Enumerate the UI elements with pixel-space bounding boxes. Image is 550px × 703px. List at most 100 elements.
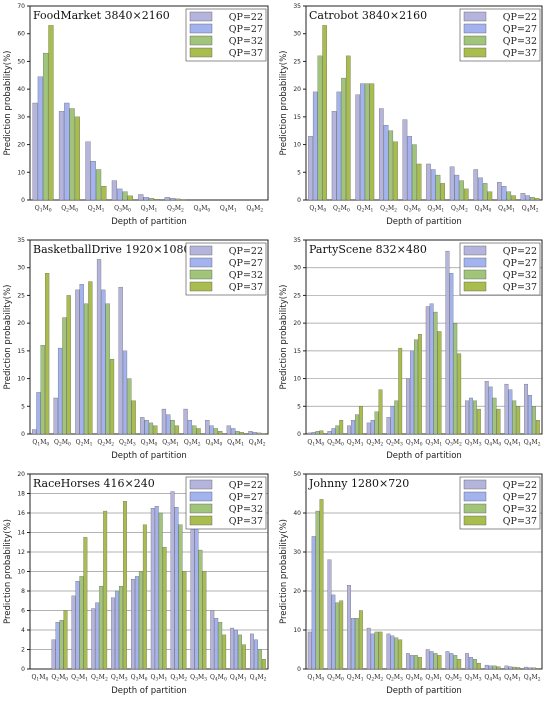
category-label-part: 1 [439,442,442,448]
bar-QP22-1 [58,111,65,201]
bar-QP32-1 [59,620,64,670]
bar-QP27-1 [64,102,70,201]
category-label-part: 2 [459,442,462,448]
bar-QP37-8 [511,195,516,201]
bar-QP32-4 [127,378,132,435]
category-label-part: 2 [459,677,462,683]
category-label-part: 2 [371,442,374,448]
bar-QP22-2 [75,289,80,435]
bar-QP27-2 [351,618,355,670]
legend-label: QP=32 [503,270,537,281]
y-tick-label: 20 [293,86,301,93]
category-label-part: 1 [102,208,105,214]
category-label-part: M [459,205,465,212]
category-label-part: 2 [181,208,184,214]
bar-QP32-2 [364,83,370,201]
bar-QP22-6 [449,166,455,201]
bar-QP27-1 [57,347,63,435]
category-label-part: M [69,205,75,212]
bar-QP22-6 [425,649,430,670]
category-label-part: Q [246,205,251,212]
category-label: Q2M1 [347,674,364,683]
bar-QP32-8 [473,400,477,435]
legend-swatch [463,47,487,58]
category-label: Q3M1 [425,439,442,448]
bar-QP37-3 [378,389,383,435]
legend-label: QP=32 [503,504,537,515]
bar-QP27-7 [449,653,454,670]
category-label-part: 3 [172,208,175,214]
bar-QP27-0 [311,432,316,435]
category-label-part: Q [210,674,215,681]
bar-QP22-11 [524,666,528,670]
y-tick-label: 30 [17,114,25,121]
bar-QP32-9 [492,665,497,670]
category-label-part: 1 [512,208,515,214]
bar-QP27-6 [429,651,434,670]
legend-label: QP=37 [503,48,537,59]
bar-QP27-0 [312,91,318,201]
y-tick-label: 0 [21,197,25,204]
bar-QP37-9 [222,634,227,670]
bar-QP32-0 [40,345,45,435]
bar-QP32-9 [492,397,497,435]
category-label: Q3M2 [445,674,462,683]
bar-QP37-6 [162,546,167,670]
category-label-part: 4 [489,442,492,448]
bar-QP32-2 [355,618,359,670]
category-label-part: 3 [411,442,414,448]
category-label-part: M [59,674,65,681]
category-label-part: Q [347,674,352,681]
bar-QP37-2 [369,83,375,201]
bar-QP27-3 [95,602,100,670]
category-label-part: Q [504,439,509,446]
bar-QP22-9 [484,664,489,670]
category-label-part: Q [327,674,332,681]
bar-QP22-8 [205,419,210,435]
bar-QP27-5 [170,198,176,201]
bar-QP37-9 [496,666,501,670]
category-label-part: 3 [146,442,149,448]
category-label-part: Q [230,674,235,681]
category-label-part: Q [386,674,391,681]
category-label-part: 4 [210,442,213,448]
category-label-part: 2 [111,442,114,448]
bar-QP32-6 [170,419,175,435]
legend-label: QP=32 [503,36,537,47]
y-tick-label: 20 [293,588,301,595]
bar-QP32-0 [315,431,320,435]
category-label-part: 1 [314,208,317,214]
category-label-part: Q [190,674,195,681]
category-label-part: Q [445,674,450,681]
bar-QP22-4 [138,194,144,201]
bar-QP22-10 [504,383,509,435]
category-label: Q2M2 [97,439,114,448]
category-label-part: M [506,205,512,212]
category-label-part: M [127,439,133,446]
bar-QP27-9 [488,386,493,435]
category-label-part: M [105,439,111,446]
bar-QP37-10 [261,433,266,435]
bar-QP22-7 [473,169,479,201]
category-label-part: 0 [219,442,222,448]
legend-label: QP=27 [503,492,537,503]
bar-QP32-6 [433,653,438,670]
chart-title: BasketballDrive 1920×1080 [33,243,191,256]
x-axis-label: Depth of partition [386,217,462,227]
category-label: Q4M2 [250,674,267,683]
category-label-part: M [83,439,89,446]
bar-QP37-8 [476,408,481,435]
category-label-part: 0 [128,208,131,214]
bar-QP37-5 [417,657,422,670]
bar-QP37-5 [417,334,422,435]
category-label-part: 1 [37,442,40,448]
category-label: Q2M1 [76,439,93,448]
category-label-part: 2 [184,677,187,683]
bar-QP32-3 [105,303,110,435]
category-label: Q2M0 [333,205,350,214]
bar-QP22-4 [118,286,123,435]
category-label-part: Q [327,439,332,446]
category-label: Q1M0 [32,439,49,448]
category-label-part: M [138,674,144,681]
bar-QP37-2 [358,406,363,435]
